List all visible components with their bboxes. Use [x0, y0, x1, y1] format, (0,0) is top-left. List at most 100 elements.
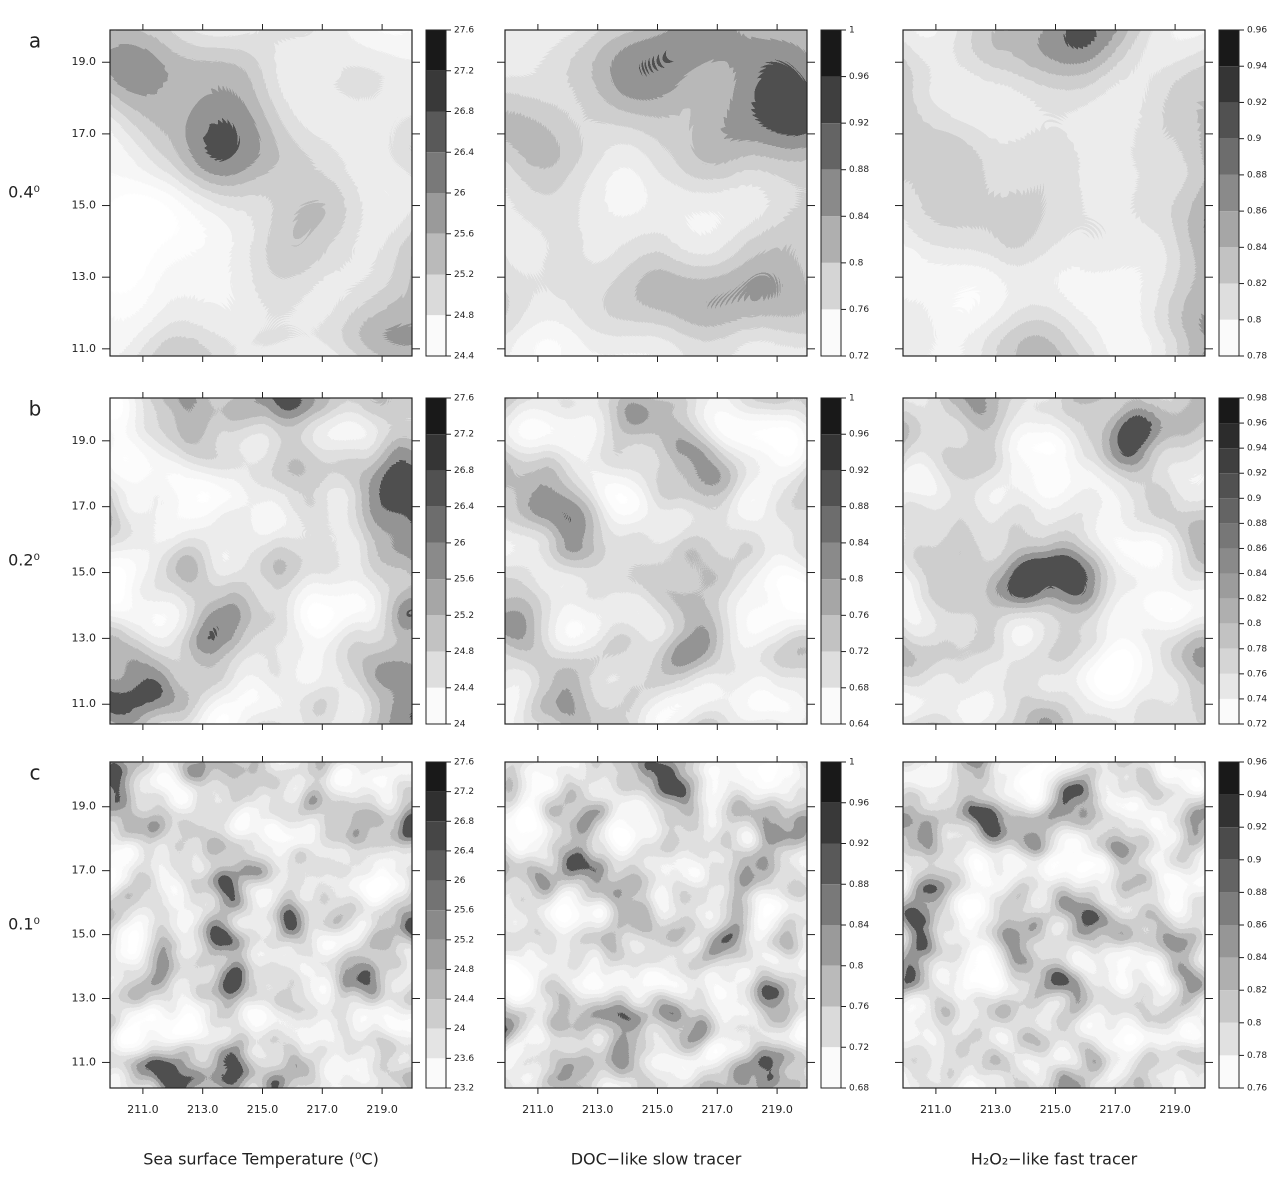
- contour-field: [505, 398, 807, 724]
- colorbar-tick-label: 27.2: [454, 66, 474, 76]
- colorbar-tick-label: 24.8: [454, 965, 474, 975]
- colorbar-band: [426, 791, 446, 822]
- colorbar-band: [821, 216, 841, 263]
- colorbar-tick-label: 0.8: [849, 961, 864, 971]
- colorbar-tick-label: 25.6: [454, 906, 474, 916]
- colorbar-tick-label: 0.96: [849, 72, 869, 82]
- y-tick-label: 13.0: [72, 631, 97, 644]
- colorbar-tick-label: 0.68: [849, 683, 869, 693]
- panel-label: b: [29, 397, 42, 421]
- colorbar-band: [1219, 548, 1239, 574]
- colorbar-band: [1219, 473, 1239, 499]
- panel-label: c: [30, 761, 41, 785]
- colorbar-tick-label: 24.4: [454, 683, 474, 693]
- colorbar-band: [1219, 794, 1239, 828]
- x-tick-label: 215.0: [642, 1103, 674, 1116]
- colorbar-tick-label: 23.6: [454, 1054, 474, 1064]
- column-title: Sea surface Temperature (⁰C): [143, 1150, 379, 1169]
- colorbar-tick-label: 0.96: [1247, 758, 1267, 768]
- colorbar-tick-label: 27.2: [454, 787, 474, 797]
- colorbar-band: [426, 821, 446, 851]
- colorbar-band: [821, 802, 841, 844]
- x-tick-label: 217.0: [702, 1103, 734, 1116]
- resolution-label: 0.1⁰: [8, 915, 40, 934]
- colorbar-tick-label: 1: [849, 758, 855, 768]
- colorbar-tick-label: 0.78: [1247, 1051, 1267, 1061]
- colorbar-band: [426, 999, 446, 1029]
- colorbar-tick-label: 0.84: [849, 538, 869, 548]
- colorbar-tick-label: 24: [454, 720, 466, 730]
- colorbar-band: [426, 274, 446, 316]
- colorbar-band: [821, 30, 841, 77]
- plot-frame: [504, 397, 808, 725]
- colorbar-band: [426, 152, 446, 193]
- x-tick-label: 213.0: [582, 1103, 614, 1116]
- colorbar-band: [426, 762, 446, 792]
- colorbar-tick-label: 0.8: [1247, 619, 1262, 629]
- contour-field: [505, 30, 807, 356]
- colorbar-frame: [820, 29, 842, 357]
- x-tick-label: 211.0: [522, 1103, 554, 1116]
- x-tick-label: 215.0: [1040, 1103, 1072, 1116]
- colorbar-band: [1219, 448, 1239, 474]
- column-title: H₂O₂−like fast tracer: [971, 1150, 1138, 1169]
- contour-field: [110, 762, 412, 1088]
- colorbar-tick-label: 0.74: [1247, 694, 1267, 704]
- colorbar-band: [1219, 174, 1239, 212]
- colorbar-band: [1219, 573, 1239, 599]
- y-tick-label: 13.0: [72, 992, 97, 1005]
- colorbar-tick-label: 0.86: [1247, 921, 1267, 931]
- colorbar-band: [1219, 925, 1239, 958]
- plot-frame: [902, 397, 1206, 725]
- colorbar-band: [426, 30, 446, 71]
- contour-field: [110, 30, 412, 356]
- colorbar-band: [426, 1028, 446, 1059]
- colorbar-tick-label: 0.86: [1247, 207, 1267, 217]
- colorbar-tick-label: 1: [849, 394, 855, 404]
- colorbar-tick-label: 0.88: [1247, 519, 1267, 529]
- colorbar-frame: [1218, 29, 1240, 357]
- colorbar-tick-label: 0.68: [849, 1084, 869, 1094]
- colorbar-band: [821, 398, 841, 435]
- plot-frame: [902, 29, 1206, 357]
- y-tick-label: 11.0: [72, 342, 97, 355]
- colorbar-tick-label: 0.96: [1247, 419, 1267, 429]
- colorbar-frame: [1218, 397, 1240, 725]
- colorbar-band: [426, 910, 446, 940]
- y-tick-label: 13.0: [72, 270, 97, 283]
- colorbar-tick-label: 0.96: [849, 798, 869, 808]
- y-tick-label: 19.0: [72, 800, 97, 813]
- colorbar-tick-label: 0.8: [849, 258, 864, 268]
- colorbar-tick-label: 26.8: [454, 817, 474, 827]
- colorbar-band: [1219, 892, 1239, 925]
- colorbar-tick-label: 0.84: [1247, 953, 1267, 963]
- colorbar-band: [1219, 398, 1239, 424]
- colorbar-band: [1219, 598, 1239, 624]
- colorbar-band: [426, 542, 446, 580]
- colorbar-band: [1219, 66, 1239, 103]
- colorbar-tick-label: 25.2: [454, 611, 474, 621]
- colorbar-band: [1219, 990, 1239, 1023]
- colorbar-tick-label: 23.2: [454, 1084, 474, 1094]
- colorbar-band: [426, 398, 446, 435]
- colorbar-tick-label: 0.9: [1247, 134, 1262, 144]
- plot-frame: [109, 761, 413, 1089]
- plot-frame: [504, 761, 808, 1089]
- colorbar-band: [1219, 102, 1239, 139]
- colorbar-band: [821, 123, 841, 170]
- colorbar-band: [821, 1006, 841, 1048]
- x-tick-label: 219.0: [1159, 1103, 1191, 1116]
- colorbar-tick-label: 0.92: [849, 839, 869, 849]
- colorbar-tick-label: 24.8: [454, 647, 474, 657]
- colorbar-band: [821, 169, 841, 217]
- colorbar-band: [821, 615, 841, 652]
- colorbar-tick-label: 0.84: [1247, 569, 1267, 579]
- colorbar-band: [1219, 648, 1239, 674]
- colorbar-tick-label: 0.96: [1247, 26, 1267, 36]
- colorbar-tick-label: 24.8: [454, 311, 474, 321]
- contour-field: [110, 398, 412, 724]
- colorbar-tick-label: 24.4: [454, 352, 474, 362]
- colorbar-band: [821, 843, 841, 885]
- colorbar-tick-label: 0.9: [1247, 855, 1262, 865]
- colorbar-band: [821, 506, 841, 543]
